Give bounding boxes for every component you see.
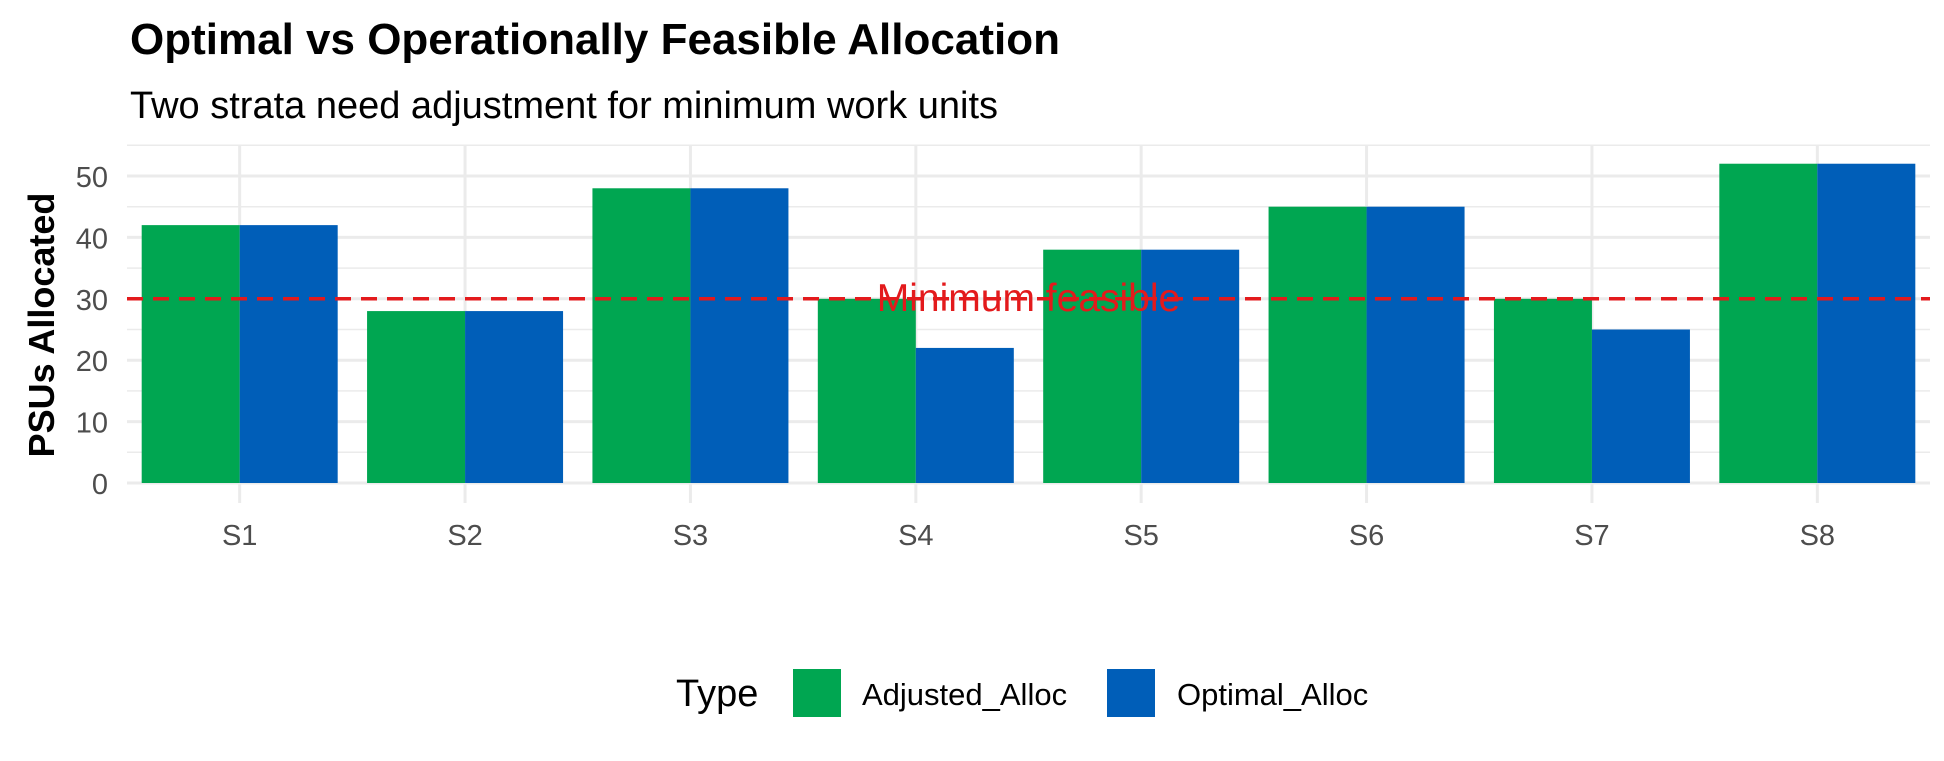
legend-title: Type bbox=[676, 673, 758, 715]
x-tick-label: S2 bbox=[447, 520, 482, 552]
reference-line-label: Minimum feasible bbox=[877, 277, 1180, 320]
bar-optimal-alloc-s1 bbox=[239, 225, 338, 483]
legend-key-adjusted bbox=[793, 669, 841, 717]
legend-label-adjusted: Adjusted_Alloc bbox=[862, 677, 1067, 712]
y-tick-label: 10 bbox=[76, 408, 108, 440]
y-tick-label: 50 bbox=[76, 162, 108, 194]
bar-optimal-alloc-s8 bbox=[1817, 163, 1916, 483]
x-tick-label: S8 bbox=[1800, 520, 1835, 552]
chart-subtitle: Two strata need adjustment for minimum w… bbox=[130, 85, 998, 127]
x-tick-label: S6 bbox=[1349, 520, 1384, 552]
bar-adjusted-alloc-s5 bbox=[1043, 249, 1142, 483]
y-tick-label: 40 bbox=[76, 223, 108, 255]
legend-key-optimal bbox=[1107, 669, 1155, 717]
bars-layer bbox=[141, 163, 1916, 483]
y-tick-label: 20 bbox=[76, 346, 108, 378]
axis-layer: 0 10 20 30 40 50 S1 S2 S3 S4 S5 S6 S7 S8 bbox=[76, 162, 1835, 552]
reference-layer: Minimum feasible bbox=[127, 277, 1930, 320]
bar-adjusted-alloc-s1 bbox=[141, 225, 240, 483]
bar-optimal-alloc-s2 bbox=[465, 311, 564, 483]
bar-adjusted-alloc-s6 bbox=[1268, 206, 1367, 483]
legend-label-optimal: Optimal_Alloc bbox=[1177, 677, 1368, 712]
bar-adjusted-alloc-s8 bbox=[1719, 163, 1818, 483]
y-axis-label: PSUs Allocated bbox=[21, 193, 62, 458]
bar-adjusted-alloc-s3 bbox=[592, 188, 691, 483]
x-tick-label: S7 bbox=[1574, 520, 1609, 552]
bar-optimal-alloc-s3 bbox=[690, 188, 789, 483]
bar-optimal-alloc-s4 bbox=[915, 347, 1014, 483]
y-tick-label: 0 bbox=[92, 469, 108, 501]
bar-optimal-alloc-s7 bbox=[1591, 329, 1690, 483]
x-tick-label: S5 bbox=[1123, 520, 1158, 552]
chart-title: Optimal vs Operationally Feasible Alloca… bbox=[130, 15, 1060, 64]
x-tick-label: S3 bbox=[673, 520, 708, 552]
bar-adjusted-alloc-s4 bbox=[817, 298, 916, 483]
legend: Type Adjusted_Alloc Optimal_Alloc bbox=[676, 669, 1368, 717]
bar-optimal-alloc-s6 bbox=[1366, 206, 1465, 483]
x-tick-label: S1 bbox=[222, 520, 257, 552]
bar-adjusted-alloc-s2 bbox=[367, 311, 466, 483]
bar-optimal-alloc-s5 bbox=[1141, 249, 1240, 483]
bar-adjusted-alloc-s7 bbox=[1493, 298, 1592, 483]
x-tick-label: S4 bbox=[898, 520, 933, 552]
y-tick-label: 30 bbox=[76, 285, 108, 317]
